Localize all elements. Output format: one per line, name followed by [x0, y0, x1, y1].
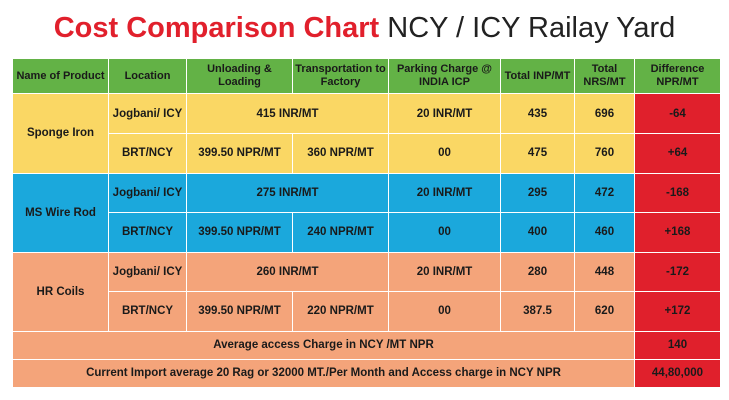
title-light: NCY / ICY Railay Yard	[387, 12, 676, 44]
unloading-cell: 399.50 NPR/MT	[186, 132, 293, 174]
parking-cell: 20 INR/MT	[388, 172, 501, 214]
product-name: HR Coils	[12, 251, 109, 332]
table-row: BRT/NCY 399.50 NPR/MT 360 NPR/MT 00 475 …	[13, 132, 721, 174]
combined-charge-cell: 260 INR/MT	[186, 251, 389, 293]
parking-cell: 20 INR/MT	[388, 93, 501, 134]
cost-comparison-table: Name of Product Location Unloading & Loa…	[12, 57, 721, 389]
difference-cell: +172	[634, 291, 721, 332]
parking-cell: 00	[388, 291, 501, 332]
product-name: Sponge Iron	[12, 93, 109, 174]
header-unloading: Unloading & Loading	[186, 57, 293, 95]
transport-cell: 220 NPR/MT	[292, 291, 389, 332]
total-inp-cell: 295	[500, 172, 575, 214]
footer-label: Average access Charge in NCY /MT NPR	[12, 330, 635, 360]
unloading-cell: 399.50 NPR/MT	[186, 291, 293, 332]
total-inp-cell: 280	[500, 251, 575, 293]
header-parking: Parking Charge @ INDIA ICP	[388, 57, 501, 95]
total-nrs-cell: 472	[574, 172, 635, 214]
header-total-inp: Total INP/MT	[500, 57, 575, 95]
product-name: MS Wire Rod	[12, 172, 109, 253]
footer-value: 44,80,000	[634, 358, 721, 389]
table-row: MS Wire Rod Jogbani/ ICY 275 INR/MT 20 I…	[12, 172, 721, 253]
header-transport: Transportation to Factory	[292, 57, 389, 95]
header-difference: Difference NPR/MT	[634, 57, 721, 95]
total-nrs-cell: 760	[574, 132, 635, 174]
total-nrs-cell: 696	[574, 93, 635, 134]
parking-cell: 20 INR/MT	[388, 251, 501, 293]
total-nrs-cell: 460	[574, 212, 635, 253]
transport-cell: 240 NPR/MT	[292, 212, 389, 253]
page-title: Cost Comparison Chart NCY / ICY Railay Y…	[0, 6, 729, 50]
difference-cell: -172	[634, 251, 721, 293]
total-inp-cell: 400	[500, 212, 575, 253]
header-row: Name of Product Location Unloading & Loa…	[12, 57, 721, 95]
footer-label: Current Import average 20 Rag or 32000 M…	[12, 358, 635, 389]
location-cell: BRT/NCY	[108, 132, 187, 174]
title-strong: Cost Comparison Chart	[53, 12, 380, 44]
unloading-cell: 399.50 NPR/MT	[186, 212, 293, 253]
header-location: Location	[108, 57, 187, 95]
footer-row: Current Import average 20 Rag or 32000 M…	[12, 358, 721, 389]
total-nrs-cell: 620	[574, 291, 635, 332]
total-nrs-cell: 448	[574, 251, 635, 293]
table-row: BRT/NCY 399.50 NPR/MT 240 NPR/MT 00 400 …	[13, 212, 721, 253]
parking-cell: 00	[388, 132, 501, 174]
difference-cell: -168	[634, 172, 721, 214]
header-total-nrs: Total NRS/MT	[574, 57, 635, 95]
location-cell: BRT/NCY	[108, 212, 187, 253]
header-product: Name of Product	[12, 57, 109, 95]
location-cell: BRT/NCY	[108, 291, 187, 332]
parking-cell: 00	[388, 212, 501, 253]
location-cell: Jogbani/ ICY	[108, 93, 187, 134]
location-cell: Jogbani/ ICY	[108, 251, 187, 293]
difference-cell: +64	[634, 132, 721, 174]
difference-cell: +168	[634, 212, 721, 253]
table-row: Sponge Iron Jogbani/ ICY 415 INR/MT 20 I…	[12, 93, 721, 174]
difference-cell: -64	[634, 93, 721, 134]
total-inp-cell: 475	[500, 132, 575, 174]
table-row: HR Coils Jogbani/ ICY 260 INR/MT 20 INR/…	[12, 251, 721, 332]
transport-cell: 360 NPR/MT	[292, 132, 389, 174]
combined-charge-cell: 415 INR/MT	[186, 93, 389, 134]
combined-charge-cell: 275 INR/MT	[186, 172, 389, 214]
footer-value: 140	[634, 330, 721, 360]
table-row: BRT/NCY 399.50 NPR/MT 220 NPR/MT 00 387.…	[13, 291, 721, 332]
total-inp-cell: 435	[500, 93, 575, 134]
footer-row: Average access Charge in NCY /MT NPR 140	[12, 330, 721, 360]
location-cell: Jogbani/ ICY	[108, 172, 187, 214]
total-inp-cell: 387.5	[500, 291, 575, 332]
